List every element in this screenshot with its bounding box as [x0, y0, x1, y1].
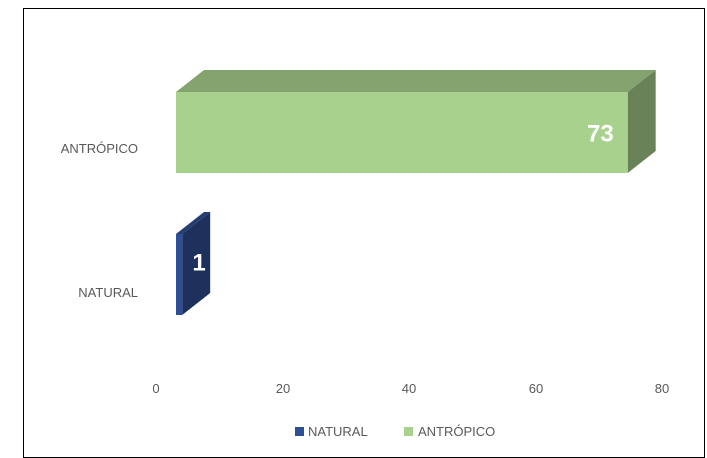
- bar-side-natural: [182, 212, 211, 315]
- data-label-antropico: 73: [587, 121, 614, 148]
- bar-antropico: [176, 92, 628, 173]
- legend-label-natural: NATURAL: [308, 424, 368, 439]
- bar-natural: [176, 234, 183, 315]
- x-tick-20: 20: [276, 381, 290, 396]
- x-tick-60: 60: [529, 381, 543, 396]
- legend: NATURAL ANTRÓPICO: [295, 424, 495, 439]
- legend-swatch-natural: [295, 427, 304, 436]
- bar-side-antropico: [627, 70, 656, 173]
- legend-label-antropico: ANTRÓPICO: [418, 424, 495, 439]
- bar-top-natural: [176, 212, 211, 234]
- bar-top-antropico: [176, 70, 656, 92]
- category-label-natural: NATURAL: [78, 285, 138, 300]
- data-label-natural: 1: [192, 250, 205, 277]
- legend-swatch-antropico: [404, 427, 413, 436]
- x-tick-40: 40: [402, 381, 416, 396]
- bars-layer: [176, 70, 656, 315]
- x-tick-0: 0: [152, 381, 159, 396]
- category-label-antropico: ANTRÓPICO: [61, 141, 138, 156]
- data-labels-layer: 1 73: [192, 121, 613, 277]
- x-tick-80: 80: [655, 381, 669, 396]
